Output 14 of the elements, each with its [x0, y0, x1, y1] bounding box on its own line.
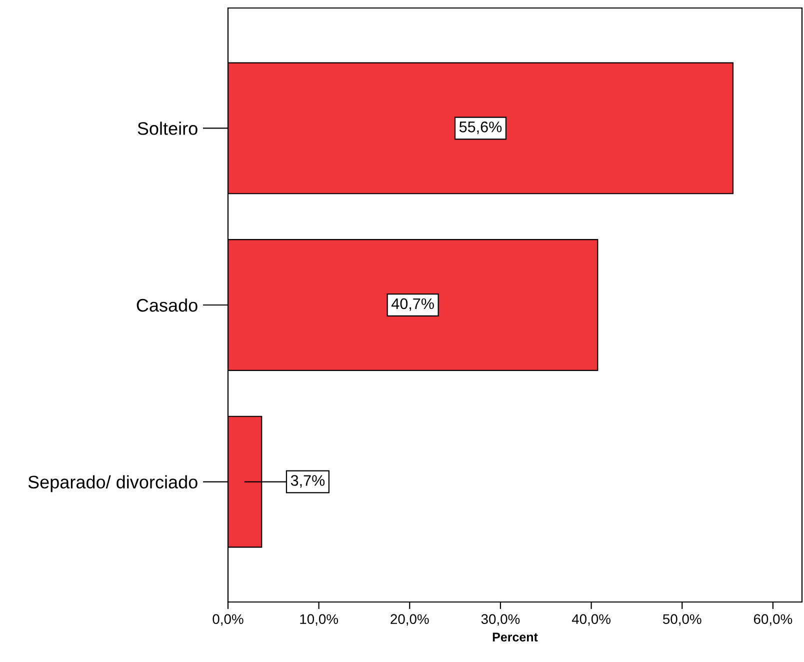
- data-label: 55,6%: [459, 121, 502, 134]
- data-label: 40,7%: [392, 298, 434, 311]
- x-tick-label: 0,0%: [212, 614, 244, 626]
- x-tick-label: 20,0%: [390, 614, 429, 626]
- y-tick-label: Solteiro: [138, 122, 198, 135]
- x-tick-label: 60,0%: [754, 614, 792, 626]
- x-tick-label: 30,0%: [481, 614, 520, 626]
- x-tick-label: 50,0%: [662, 614, 702, 626]
- x-axis-title: Percent: [492, 632, 538, 642]
- y-tick-label: Casado: [136, 298, 198, 312]
- y-tick-label: Separado/ divorciado: [28, 475, 198, 492]
- data-label: 3,7%: [290, 475, 325, 488]
- x-tick-label: 10,0%: [300, 614, 338, 626]
- x-tick-label: 40,0%: [572, 614, 610, 626]
